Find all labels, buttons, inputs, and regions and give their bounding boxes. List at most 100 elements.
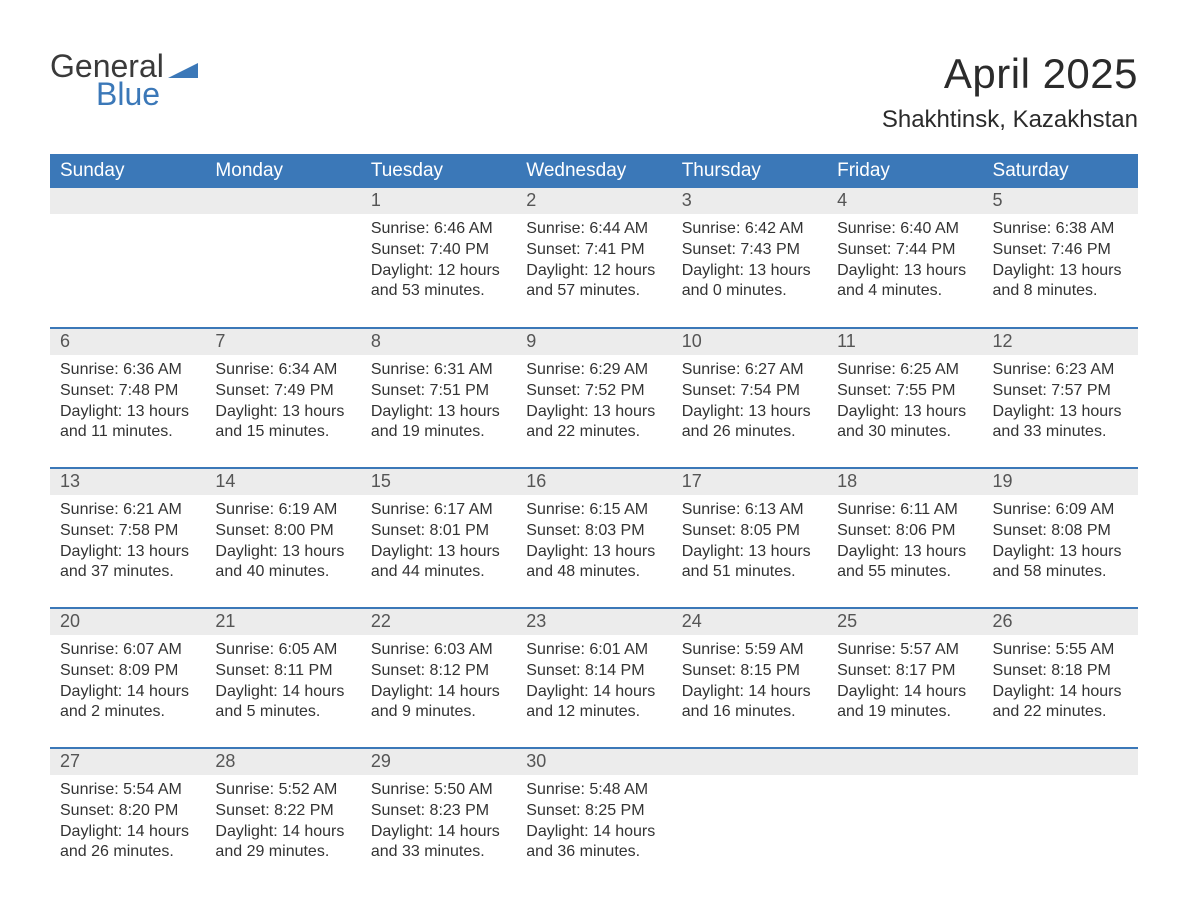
sunset-text: Sunset: 8:03 PM bbox=[526, 521, 661, 542]
sunrise-text: Sunrise: 6:01 AM bbox=[526, 640, 661, 661]
day-number: 29 bbox=[361, 749, 516, 775]
calendar-day-cell: 17Sunrise: 6:13 AMSunset: 8:05 PMDayligh… bbox=[672, 468, 827, 608]
sunrise-text: Sunrise: 6:42 AM bbox=[682, 219, 817, 240]
daylight-text: Daylight: 14 hours bbox=[371, 822, 506, 843]
daylight-text: Daylight: 13 hours bbox=[526, 542, 661, 563]
calendar-day-cell: 4Sunrise: 6:40 AMSunset: 7:44 PMDaylight… bbox=[827, 188, 982, 328]
calendar-day-cell: 15Sunrise: 6:17 AMSunset: 8:01 PMDayligh… bbox=[361, 468, 516, 608]
daylight-text: Daylight: 13 hours bbox=[837, 402, 972, 423]
day-details: Sunrise: 6:42 AMSunset: 7:43 PMDaylight:… bbox=[672, 214, 827, 310]
sunrise-text: Sunrise: 6:25 AM bbox=[837, 360, 972, 381]
day-details: Sunrise: 5:59 AMSunset: 8:15 PMDaylight:… bbox=[672, 635, 827, 731]
sunrise-text: Sunrise: 6:23 AM bbox=[993, 360, 1128, 381]
weekday-header: Tuesday bbox=[361, 154, 516, 188]
daylight-text: Daylight: 13 hours bbox=[682, 402, 817, 423]
daylight-text: Daylight: 13 hours bbox=[371, 402, 506, 423]
sunrise-text: Sunrise: 6:11 AM bbox=[837, 500, 972, 521]
sunrise-text: Sunrise: 6:17 AM bbox=[371, 500, 506, 521]
day-details: Sunrise: 6:44 AMSunset: 7:41 PMDaylight:… bbox=[516, 214, 671, 310]
page-subtitle: Shakhtinsk, Kazakhstan bbox=[882, 106, 1138, 134]
calendar-day-cell bbox=[205, 188, 360, 328]
daylight-text: and 12 minutes. bbox=[526, 702, 661, 723]
daylight-text: and 11 minutes. bbox=[60, 422, 195, 443]
day-details: Sunrise: 6:15 AMSunset: 8:03 PMDaylight:… bbox=[516, 495, 671, 591]
daylight-text: Daylight: 14 hours bbox=[837, 682, 972, 703]
calendar-body: 1Sunrise: 6:46 AMSunset: 7:40 PMDaylight… bbox=[50, 188, 1138, 888]
sunset-text: Sunset: 7:40 PM bbox=[371, 240, 506, 261]
daylight-text: and 33 minutes. bbox=[993, 422, 1128, 443]
daylight-text: Daylight: 13 hours bbox=[526, 402, 661, 423]
calendar-day-cell: 25Sunrise: 5:57 AMSunset: 8:17 PMDayligh… bbox=[827, 608, 982, 748]
daylight-text: and 15 minutes. bbox=[215, 422, 350, 443]
weekday-header: Saturday bbox=[983, 154, 1138, 188]
day-details: Sunrise: 6:11 AMSunset: 8:06 PMDaylight:… bbox=[827, 495, 982, 591]
day-details: Sunrise: 6:01 AMSunset: 8:14 PMDaylight:… bbox=[516, 635, 671, 731]
calendar-table: Sunday Monday Tuesday Wednesday Thursday… bbox=[50, 154, 1138, 888]
day-number: 16 bbox=[516, 469, 671, 495]
daylight-text: Daylight: 13 hours bbox=[837, 542, 972, 563]
calendar-day-cell: 21Sunrise: 6:05 AMSunset: 8:11 PMDayligh… bbox=[205, 608, 360, 748]
daylight-text: Daylight: 14 hours bbox=[60, 822, 195, 843]
sunrise-text: Sunrise: 6:15 AM bbox=[526, 500, 661, 521]
day-details: Sunrise: 5:48 AMSunset: 8:25 PMDaylight:… bbox=[516, 775, 671, 871]
daylight-text: Daylight: 13 hours bbox=[60, 542, 195, 563]
day-number: 27 bbox=[50, 749, 205, 775]
sunset-text: Sunset: 8:14 PM bbox=[526, 661, 661, 682]
daylight-text: and 26 minutes. bbox=[60, 842, 195, 863]
calendar-day-cell: 18Sunrise: 6:11 AMSunset: 8:06 PMDayligh… bbox=[827, 468, 982, 608]
day-details: Sunrise: 6:21 AMSunset: 7:58 PMDaylight:… bbox=[50, 495, 205, 591]
sunrise-text: Sunrise: 6:19 AM bbox=[215, 500, 350, 521]
sunrise-text: Sunrise: 5:54 AM bbox=[60, 780, 195, 801]
sunset-text: Sunset: 7:43 PM bbox=[682, 240, 817, 261]
daylight-text: and 51 minutes. bbox=[682, 562, 817, 583]
daylight-text: and 36 minutes. bbox=[526, 842, 661, 863]
sunset-text: Sunset: 8:09 PM bbox=[60, 661, 195, 682]
day-number: 28 bbox=[205, 749, 360, 775]
daylight-text: Daylight: 12 hours bbox=[526, 261, 661, 282]
weekday-header-row: Sunday Monday Tuesday Wednesday Thursday… bbox=[50, 154, 1138, 188]
sunrise-text: Sunrise: 5:55 AM bbox=[993, 640, 1128, 661]
daylight-text: Daylight: 14 hours bbox=[526, 822, 661, 843]
sunset-text: Sunset: 8:12 PM bbox=[371, 661, 506, 682]
day-details: Sunrise: 5:55 AMSunset: 8:18 PMDaylight:… bbox=[983, 635, 1138, 731]
daylight-text: Daylight: 14 hours bbox=[60, 682, 195, 703]
calendar-day-cell: 10Sunrise: 6:27 AMSunset: 7:54 PMDayligh… bbox=[672, 328, 827, 468]
weekday-header: Thursday bbox=[672, 154, 827, 188]
day-number: 25 bbox=[827, 609, 982, 635]
sunset-text: Sunset: 8:08 PM bbox=[993, 521, 1128, 542]
sunrise-text: Sunrise: 5:48 AM bbox=[526, 780, 661, 801]
daylight-text: Daylight: 13 hours bbox=[993, 542, 1128, 563]
sunrise-text: Sunrise: 5:59 AM bbox=[682, 640, 817, 661]
day-details: Sunrise: 5:54 AMSunset: 8:20 PMDaylight:… bbox=[50, 775, 205, 871]
sunrise-text: Sunrise: 6:07 AM bbox=[60, 640, 195, 661]
calendar-week-row: 6Sunrise: 6:36 AMSunset: 7:48 PMDaylight… bbox=[50, 328, 1138, 468]
sunset-text: Sunset: 7:44 PM bbox=[837, 240, 972, 261]
daylight-text: and 5 minutes. bbox=[215, 702, 350, 723]
daylight-text: Daylight: 13 hours bbox=[993, 261, 1128, 282]
sunrise-text: Sunrise: 6:31 AM bbox=[371, 360, 506, 381]
day-number: 6 bbox=[50, 329, 205, 355]
calendar-day-cell: 13Sunrise: 6:21 AMSunset: 7:58 PMDayligh… bbox=[50, 468, 205, 608]
sunset-text: Sunset: 7:57 PM bbox=[993, 381, 1128, 402]
calendar-day-cell: 7Sunrise: 6:34 AMSunset: 7:49 PMDaylight… bbox=[205, 328, 360, 468]
day-details: Sunrise: 6:31 AMSunset: 7:51 PMDaylight:… bbox=[361, 355, 516, 451]
daylight-text: Daylight: 13 hours bbox=[60, 402, 195, 423]
sunset-text: Sunset: 8:18 PM bbox=[993, 661, 1128, 682]
day-details: Sunrise: 5:50 AMSunset: 8:23 PMDaylight:… bbox=[361, 775, 516, 871]
sunset-text: Sunset: 8:11 PM bbox=[215, 661, 350, 682]
page: General Blue April 2025 Shakhtinsk, Kaza… bbox=[0, 0, 1188, 918]
daylight-text: Daylight: 13 hours bbox=[993, 402, 1128, 423]
sunrise-text: Sunrise: 6:34 AM bbox=[215, 360, 350, 381]
day-number: 15 bbox=[361, 469, 516, 495]
day-details: Sunrise: 6:17 AMSunset: 8:01 PMDaylight:… bbox=[361, 495, 516, 591]
calendar-day-cell bbox=[983, 748, 1138, 888]
calendar-day-cell: 8Sunrise: 6:31 AMSunset: 7:51 PMDaylight… bbox=[361, 328, 516, 468]
calendar-day-cell bbox=[827, 748, 982, 888]
daylight-text: and 19 minutes. bbox=[837, 702, 972, 723]
day-number: 2 bbox=[516, 188, 671, 214]
sunset-text: Sunset: 7:51 PM bbox=[371, 381, 506, 402]
day-number: 5 bbox=[983, 188, 1138, 214]
day-number: 8 bbox=[361, 329, 516, 355]
calendar-day-cell: 19Sunrise: 6:09 AMSunset: 8:08 PMDayligh… bbox=[983, 468, 1138, 608]
sunset-text: Sunset: 8:25 PM bbox=[526, 801, 661, 822]
